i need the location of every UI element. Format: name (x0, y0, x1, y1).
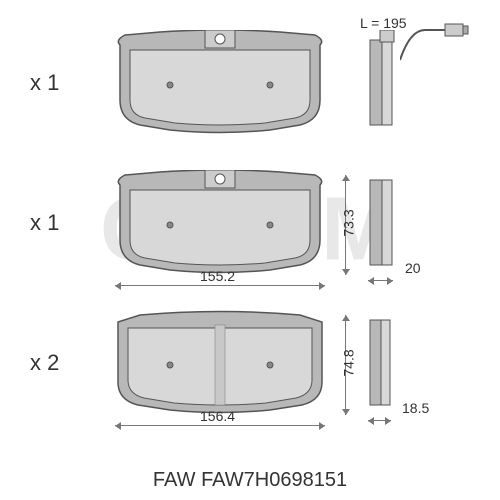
thickness-dim-line (368, 420, 391, 421)
width-dim-line (115, 285, 325, 286)
pad-row-1: x 1 L = 195 (10, 20, 490, 150)
brake-pad-rear (110, 310, 330, 415)
qty-label: x 1 (30, 210, 59, 236)
part-number-label: FAW7H0698151 (201, 469, 347, 491)
width-dim-line (115, 425, 325, 426)
side-view-1 (365, 30, 400, 135)
pad-row-2: x 1 155.2 73.3 20 (10, 160, 490, 290)
side-view-2 (365, 170, 400, 275)
brand-label: FAW (153, 469, 196, 491)
side-view-3 (365, 310, 400, 415)
brake-pad-front-2 (110, 170, 330, 275)
thickness-label: 18.5 (402, 400, 429, 416)
sensor-length-label: L = 195 (360, 15, 407, 31)
diagram-area: CIFAM x 1 L = 195 (10, 10, 490, 450)
part-footer: FAW FAW7H0698151 (0, 469, 500, 492)
wear-sensor (400, 20, 470, 70)
brake-pad-front-1 (110, 30, 330, 135)
thickness-dim-line (368, 280, 393, 281)
qty-label: x 1 (30, 70, 59, 96)
height-label: 74.8 (341, 349, 357, 376)
height-label: 73.3 (341, 209, 357, 236)
width-label: 155.2 (200, 268, 235, 284)
qty-label: x 2 (30, 350, 59, 376)
thickness-label: 20 (405, 260, 421, 276)
width-label: 156.4 (200, 408, 235, 424)
pad-row-3: x 2 156.4 74.8 18.5 (10, 300, 490, 430)
